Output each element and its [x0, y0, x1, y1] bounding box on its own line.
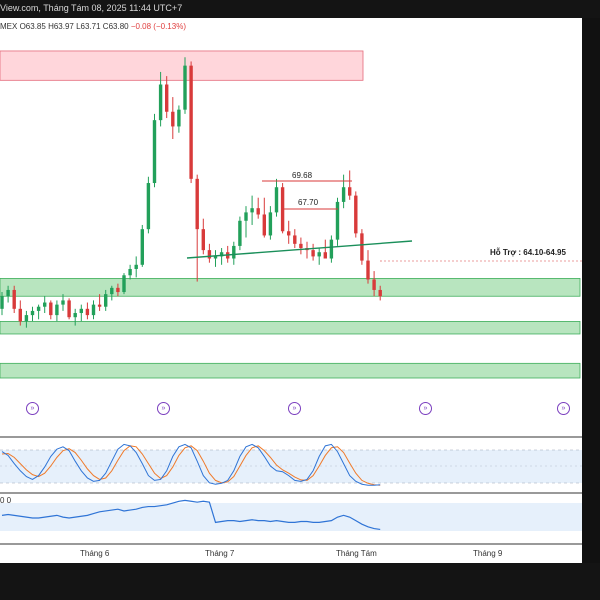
trend-line	[186, 240, 413, 259]
candle-body	[49, 302, 53, 316]
month-label: Tháng Tám	[336, 549, 377, 558]
candle-body	[195, 178, 199, 230]
low-value: L63.71	[76, 22, 101, 31]
candle-body	[116, 287, 120, 293]
close-value: C63.80	[102, 22, 129, 31]
candle-body	[268, 212, 273, 236]
high-value: H63.97	[48, 22, 74, 31]
candle-body	[61, 300, 65, 305]
support-zone	[0, 320, 581, 335]
candle-body	[366, 260, 370, 280]
candle-body	[262, 214, 266, 236]
candle-body	[238, 220, 242, 246]
candle-body	[201, 229, 205, 251]
annotations-layer: 69.68 67.70 Hỗ Trợ : 64.10-64.95	[186, 171, 582, 262]
goto-arrow-icon[interactable]: »	[26, 402, 39, 415]
candle-body	[30, 310, 35, 316]
candles-layer	[0, 57, 382, 328]
candle-body	[287, 231, 291, 236]
candle-body	[104, 294, 108, 307]
candle-body	[348, 187, 352, 196]
candle-body	[0, 296, 4, 309]
candle-body	[323, 252, 327, 259]
support-zone	[0, 362, 581, 379]
candle-body	[372, 279, 376, 290]
candle-body	[85, 308, 90, 316]
zones-layer	[0, 50, 581, 379]
level-high-label: 69.68	[292, 171, 313, 180]
price-scale-strip	[582, 18, 600, 563]
indicator2-line	[1, 499, 381, 531]
month-label: Tháng 7	[205, 549, 235, 558]
level-mid-label: 67.70	[298, 198, 319, 207]
candle-body	[207, 250, 212, 259]
support-label: Hỗ Trợ : 64.10-64.95	[490, 248, 566, 257]
candle-body	[232, 245, 236, 259]
candle-body	[12, 289, 16, 309]
candle-body	[317, 252, 321, 257]
candle-body	[354, 195, 358, 234]
candle-body	[24, 315, 29, 322]
candle-body	[97, 304, 102, 307]
candle-body	[171, 111, 175, 127]
candle-body	[341, 187, 346, 202]
support-zone	[0, 278, 581, 297]
candle-body	[67, 300, 71, 318]
goto-arrow-icon[interactable]: »	[288, 402, 301, 415]
goto-arrow-icon[interactable]: »	[419, 402, 432, 415]
candle-body	[183, 65, 187, 110]
ohlc-legend: MEX O63.85 H63.97 L63.71 C63.80 −0.08 (−…	[0, 22, 186, 31]
candle-body	[91, 304, 96, 316]
candle-body	[6, 289, 10, 297]
candle-body	[79, 308, 83, 314]
candle-body	[122, 275, 126, 293]
candle-body	[189, 65, 193, 179]
candle-body	[311, 250, 315, 257]
candle-body	[244, 212, 248, 221]
candle-body	[18, 308, 22, 322]
candle-body	[110, 287, 114, 295]
open-value: O63.85	[19, 22, 46, 31]
goto-arrow-icon[interactable]: »	[557, 402, 570, 415]
bottom-bar	[0, 563, 600, 600]
month-label: Tháng 6	[80, 549, 110, 558]
goto-arrow-icon[interactable]: »	[157, 402, 170, 415]
resistance-zone	[0, 50, 364, 81]
candle-body	[293, 235, 297, 244]
title-bar: View.com, Tháng Tám 08, 2025 11:44 UTC+7	[0, 0, 600, 18]
candle-body	[165, 84, 169, 112]
month-label: Tháng 9	[473, 549, 503, 558]
candle-body	[274, 187, 279, 213]
candle-body	[250, 208, 254, 213]
candle-body	[128, 268, 132, 276]
candle-body	[256, 208, 260, 215]
candle-body	[146, 183, 151, 230]
change-value: −0.08 (−0.13%)	[130, 22, 186, 31]
indicator2-label: 0 0	[0, 496, 12, 505]
stoch-k-line	[1, 443, 381, 486]
candle-body	[329, 239, 334, 259]
price-chart[interactable]: 69.68 67.70 Hỗ Trợ : 64.10-64.95 0 0	[0, 0, 582, 545]
candle-body	[177, 109, 181, 127]
candle-body	[213, 256, 218, 259]
candle-body	[378, 289, 382, 297]
candle-body	[140, 229, 144, 265]
candle-body	[36, 306, 41, 311]
candle-body	[360, 233, 364, 261]
candle-body	[134, 264, 138, 269]
candle-body	[335, 201, 340, 240]
candle-body	[219, 252, 224, 257]
candle-body	[55, 304, 59, 316]
candle-body	[158, 84, 163, 121]
candle-body	[43, 302, 47, 307]
candle-body	[152, 120, 157, 184]
symbol-label: MEX	[0, 22, 18, 31]
stoch-d-line	[1, 445, 381, 486]
indicator2-band	[0, 503, 582, 531]
source-timestamp: View.com, Tháng Tám 08, 2025 11:44 UTC+7	[0, 3, 183, 13]
candle-body	[73, 313, 77, 318]
candle-body	[299, 243, 303, 249]
